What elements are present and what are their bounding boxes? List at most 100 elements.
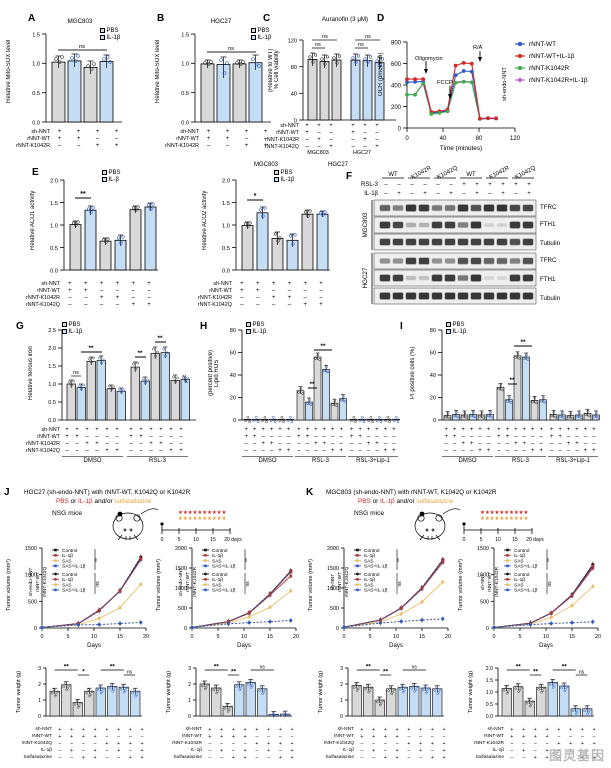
panel-h-conditions: + + + + + + + + + + + + + + + + + + + + – – – – + + – – – – + + – – – – – –… <box>220 426 400 464</box>
panel-d: D OCR (pmol/min) 0 200 400 600 800 0 40 … <box>375 14 611 154</box>
svg-text:20 days: 20 days <box>526 537 544 543</box>
panel-g-sig-2: ** <box>89 345 94 352</box>
svg-text:120: 120 <box>288 38 297 44</box>
panel-h-label: H <box>200 321 208 332</box>
svg-text:5: 5 <box>519 634 522 640</box>
svg-text:SAS: SAS <box>514 582 524 588</box>
weight-conditions: sh-NNT + + + + + + + + rNNT-WT + + + + – – – – rNNT-K1042R… <box>452 726 606 761</box>
svg-text:500: 500 <box>480 599 489 605</box>
svg-text:0.0: 0.0 <box>222 268 230 274</box>
annotation-sh-endo-nnt: sh-endo-NNT <box>502 67 508 101</box>
cond-mark: + <box>545 733 549 740</box>
svg-text:1500: 1500 <box>25 546 37 552</box>
cond-row: rNNT-WT + + + + – – – – <box>452 733 606 740</box>
cond-mark: + <box>290 740 294 747</box>
panel-g-legend: PBS IL-1β <box>62 322 82 335</box>
cond-mark: + <box>140 740 144 747</box>
cond-mark: + <box>510 726 514 733</box>
svg-text:2000: 2000 <box>327 546 339 552</box>
panel-k-header: K MGC803 (sh-endo-NNT) with rNNT-WT, K10… <box>306 487 606 544</box>
panel-d-legend: rNNT-WT rNNT-WT+IL-1β rNNT-K1042R rNNT-K… <box>515 41 588 84</box>
svg-text:ns: ns <box>315 42 321 48</box>
svg-text:Days: Days <box>389 643 403 649</box>
svg-text:Control: Control <box>364 572 379 578</box>
cond-mark: – <box>220 740 224 747</box>
cond-mark: – <box>255 747 259 754</box>
watermark: 图灵基因 <box>548 748 605 763</box>
tumor-weight-j-right: Tumor weight (g) 0 1 2 3 ** ** ns sh-NNT + + + + + +… <box>156 662 304 766</box>
cond-label: rNNT-WT <box>483 734 504 739</box>
cond-mark: + <box>407 740 411 747</box>
cond-mark: + <box>592 754 596 761</box>
cond-mark: + <box>592 726 596 733</box>
svg-text:1.5: 1.5 <box>486 678 493 684</box>
svg-text:+: + <box>514 182 518 188</box>
cond-mark: + <box>208 733 212 740</box>
svg-text:IL-1β: IL-1β <box>212 577 223 583</box>
treatment-dmso: DMSO <box>242 456 293 464</box>
panel-i-ylabel: PI positive cells (%) <box>410 346 416 400</box>
weight-ylabel: Tumor weight (g) <box>16 670 22 714</box>
legend-label-il1b: IL-1β <box>106 35 121 42</box>
svg-text:80: 80 <box>476 136 483 142</box>
svg-text:**: ** <box>383 669 388 676</box>
cond-mark: + <box>290 754 294 761</box>
cond-row: + + – – – – + + – – – – + + – – – – <box>244 433 396 440</box>
panel-a-legend: PBS IL-1β <box>100 28 120 41</box>
panel-b-ylabel: Relative Mito-SOX level <box>155 39 161 103</box>
svg-text:0: 0 <box>486 626 489 632</box>
svg-text:2.0: 2.0 <box>48 346 56 352</box>
svg-text:5: 5 <box>480 537 483 543</box>
cell-label-mgc803: MGC803 <box>254 162 279 168</box>
cond-mark: + <box>70 747 74 754</box>
svg-text:rNNT-K1042R: rNNT-K1042R <box>192 566 198 597</box>
svg-text:IL-1β: IL-1β <box>514 553 525 559</box>
svg-text:5: 5 <box>178 537 181 543</box>
cond-mark: + <box>557 726 561 733</box>
panel-e-left-legend: PBS IL-β <box>102 170 121 183</box>
cond-mark: + <box>231 733 235 740</box>
svg-text:–: – <box>462 191 466 197</box>
svg-text:rNNT-K1042R: rNNT-K1042R <box>529 65 570 72</box>
cond-mark: – <box>81 740 85 747</box>
svg-text:rNNT-K1042R+IL-1β: rNNT-K1042R+IL-1β <box>529 77 588 84</box>
svg-text:sh-NNT: sh-NNT <box>330 574 336 591</box>
cond-row: rNNT-K1042R – – – – + + + + <box>150 740 304 747</box>
panel-j-title-line1: HGC27 (sh-endo-NNT) with rNNT-WT, K1042Q… <box>24 489 191 496</box>
panel-g-conditions: sh-NNT + + + + + + + + + + + + rNNT-WT + + – – – – + + – – – –… <box>0 426 200 464</box>
panel-c-title: Auranofin (3 μM) <box>321 16 369 23</box>
cond-mark: – <box>231 740 235 747</box>
svg-text:1500: 1500 <box>175 566 187 572</box>
cond-label: rNNT-K1042Q <box>21 741 52 746</box>
blot-group-k1042r-1: K1042R <box>411 165 434 181</box>
svg-text:0: 0 <box>41 634 44 640</box>
panel-b-plot: 0.0 0.5 1.0 1.5 ns <box>181 32 271 126</box>
tumor-weight-k-right: Tumor weight (g) 0.0 0.5 1.0 1.5 2.0 ** ** ** ns… <box>458 662 606 766</box>
cond-mark: + <box>383 726 387 733</box>
svg-text:rNNT-WT: rNNT-WT <box>185 572 191 592</box>
svg-text:0: 0 <box>184 626 187 632</box>
cond-mark: + <box>360 726 364 733</box>
svg-text:0.0: 0.0 <box>486 714 493 720</box>
cond-row: rNNT-K1042Q – – – – + + + + <box>302 740 456 747</box>
svg-text:1.0: 1.0 <box>222 223 230 229</box>
svg-text:1500: 1500 <box>477 546 489 552</box>
svg-text:20 days: 20 days <box>224 537 242 543</box>
panel-i-conditions: + + + + + + + + + + + + + + + + + + + + – – – – + + – – – – + + – – – – – –… <box>420 426 605 464</box>
svg-text:15: 15 <box>419 634 425 640</box>
svg-text:0.5: 0.5 <box>48 400 56 406</box>
cond-row: – – + + – – – – + + – – – – + + – – <box>444 440 596 447</box>
svg-text:SAS+IL-1β: SAS+IL-1β <box>364 588 388 594</box>
panel-k-title-line2: PBS or IL-1β and/or sulfasalazine <box>358 498 454 505</box>
blot-label-fth1-2: FTH1 <box>540 276 556 283</box>
svg-text:2: 2 <box>340 682 343 688</box>
svg-text:0: 0 <box>398 126 402 132</box>
panel-k-label: K <box>306 487 314 498</box>
cond-mark: – <box>522 740 526 747</box>
cond-mark: + <box>267 726 271 733</box>
svg-text:40: 40 <box>230 373 236 379</box>
legend-swatch-il1b <box>446 329 451 335</box>
svg-text:SAS+IL-1β: SAS+IL-1β <box>514 588 538 594</box>
cond-mark: – <box>255 754 259 761</box>
